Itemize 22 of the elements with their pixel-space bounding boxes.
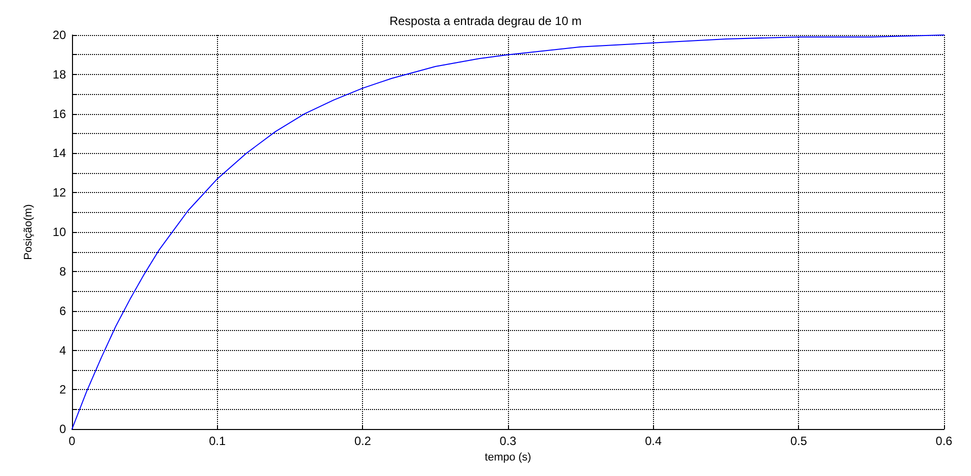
x-tick-label: 0.3 [500, 434, 517, 448]
x-tick-label: 0 [68, 434, 76, 448]
x-tick-label: 0.1 [208, 434, 226, 448]
y-tick-label: 4 [59, 343, 66, 358]
y-tick-label: 8 [59, 264, 66, 278]
y-tick-label: 20 [52, 28, 66, 42]
y-tick-label: 0 [59, 422, 66, 436]
x-tick-label: 0.2 [354, 434, 372, 448]
chart-title: Resposta a entrada degrau de 10 m [389, 14, 582, 28]
y-tick-label: 2 [59, 382, 66, 397]
x-tick-label: 0.6 [936, 434, 953, 448]
line-series [72, 34, 944, 430]
x-tick-label: 0.5 [790, 434, 808, 448]
y-tick-label: 14 [52, 146, 66, 160]
y-tick-label: 16 [52, 106, 66, 121]
y-axis-title: Posição(m) [22, 204, 34, 260]
y-tick-label: 6 [59, 304, 66, 318]
y-tick-label: 18 [52, 67, 66, 82]
y-tick-label: 10 [52, 225, 66, 240]
y-tick-label: 12 [52, 186, 66, 200]
x-axis-title: tempo (s) [484, 452, 532, 464]
x-tick-label: 0.4 [644, 434, 662, 448]
